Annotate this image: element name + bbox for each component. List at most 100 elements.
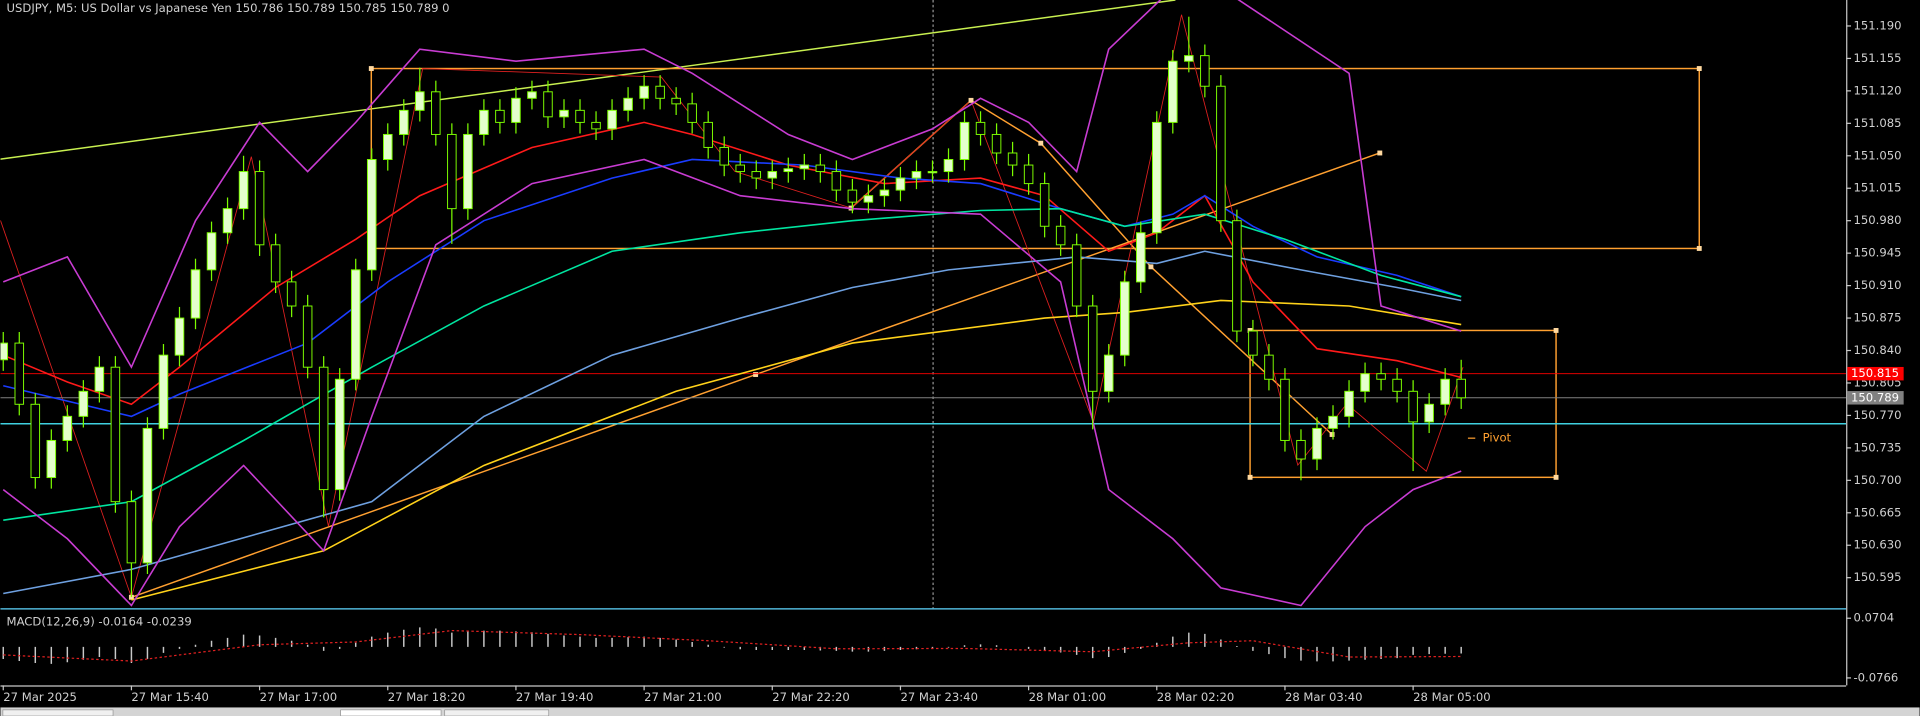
candle-body — [382, 133, 393, 160]
candle-body — [511, 97, 521, 123]
candle-body — [318, 366, 329, 491]
candle-body — [831, 171, 842, 191]
indicator-line — [131, 299, 1462, 601]
candle-body — [158, 354, 169, 429]
candle-body — [543, 91, 553, 118]
candle-body — [911, 171, 922, 179]
candle-body — [431, 91, 441, 135]
price-tag-label: 150.789 — [1851, 390, 1899, 404]
candle-body — [447, 133, 457, 210]
candle-body — [1392, 378, 1402, 392]
y-tick-label: -0.0766 — [1853, 670, 1898, 684]
candle-body — [735, 164, 746, 173]
indicator-line — [3, 250, 1462, 595]
candle-body — [126, 501, 137, 564]
candle-body — [527, 91, 537, 99]
candle-body — [687, 103, 697, 123]
candle-body — [0, 342, 9, 361]
price-tag — [1847, 391, 1904, 405]
candle-body — [1152, 121, 1162, 234]
x-tick-label: 28 Mar 05:00 — [1413, 690, 1491, 704]
price-tag — [1847, 366, 1904, 381]
anchor-points — [128, 66, 1702, 600]
y-tick-label: 150.700 — [1853, 473, 1901, 487]
candle-body — [1344, 390, 1354, 417]
candle-body — [927, 171, 938, 174]
y-tick-label: 150.630 — [1853, 538, 1901, 552]
y-tick-label: 151.085 — [1853, 116, 1901, 130]
candle-body — [591, 121, 601, 130]
candle-body — [639, 85, 649, 99]
trend-line — [0, 0, 1176, 160]
candle-body — [78, 390, 89, 417]
candle-body — [863, 195, 874, 203]
y-tick-label: 151.190 — [1853, 18, 1901, 32]
candle-body — [975, 121, 986, 135]
tab[interactable] — [2, 709, 114, 716]
x-tick-label: 27 Mar 17:00 — [260, 690, 338, 704]
candle-body — [1376, 373, 1386, 380]
candle-body — [254, 171, 265, 246]
candle-body — [559, 109, 569, 118]
candle-body — [1232, 220, 1242, 332]
candle-body — [1248, 330, 1258, 356]
candle-body — [703, 121, 713, 148]
candle-body — [222, 208, 233, 234]
candle-body — [142, 427, 153, 564]
candle-body — [94, 366, 105, 392]
candle-body — [286, 281, 297, 307]
candle-body — [623, 97, 633, 111]
x-tick-label: 27 Mar 19:40 — [516, 690, 594, 704]
tab[interactable] — [340, 709, 442, 716]
candle-body — [46, 439, 57, 479]
candle-body — [1328, 415, 1338, 429]
x-tick-label: 27 Mar 21:00 — [644, 690, 722, 704]
candle-body — [302, 305, 313, 368]
candle-body — [415, 91, 425, 111]
candle-body — [767, 171, 778, 179]
candle-body — [206, 232, 217, 271]
candle-body — [943, 159, 954, 173]
candle-body — [399, 109, 409, 135]
y-tick-label: 150.945 — [1853, 246, 1901, 260]
x-tick-label: 27 Mar 22:20 — [772, 690, 850, 704]
candle-body — [959, 121, 970, 160]
tab[interactable] — [444, 709, 550, 716]
candle-body — [1440, 378, 1450, 405]
y-tick-label: 150.910 — [1853, 278, 1901, 292]
x-tick-label: 27 Mar 23:40 — [900, 690, 978, 704]
x-tick-label: 28 Mar 03:40 — [1285, 690, 1363, 704]
x-tick-label: 28 Mar 02:20 — [1157, 690, 1235, 704]
candle-body — [366, 159, 377, 271]
candle-body — [1071, 244, 1082, 307]
candle-body — [463, 133, 473, 210]
candle-body — [1055, 225, 1066, 246]
candle-body — [110, 366, 121, 503]
y-tick-label: 150.770 — [1853, 408, 1901, 422]
candle-body — [479, 109, 489, 135]
candle-body — [751, 171, 762, 179]
candle-body — [607, 109, 617, 130]
candle-body — [1135, 232, 1146, 283]
y-tick-label: 150.735 — [1853, 440, 1901, 454]
y-tick-label: 150.840 — [1853, 343, 1901, 357]
candle-body — [815, 164, 826, 173]
candle-body — [350, 269, 361, 380]
tab-strip — [0, 707, 1920, 716]
y-tick-label: 151.050 — [1853, 148, 1901, 162]
x-tick-label: 27 Mar 18:20 — [388, 690, 466, 704]
range-box — [1249, 329, 1557, 479]
candle-body — [847, 189, 858, 203]
indicator-title: MACD(12,26,9) -0.0164 -0.0239 — [7, 614, 192, 628]
candle-body — [174, 317, 185, 356]
macd-panel — [2, 627, 1462, 664]
candle-body — [270, 244, 281, 283]
candle-body — [1103, 354, 1114, 392]
candle-body — [334, 378, 345, 491]
y-tick-label: 151.015 — [1853, 181, 1901, 195]
x-tick-label: 28 Mar 01:00 — [1029, 690, 1107, 704]
candle-body — [1408, 390, 1418, 423]
candle-body — [1312, 427, 1322, 460]
